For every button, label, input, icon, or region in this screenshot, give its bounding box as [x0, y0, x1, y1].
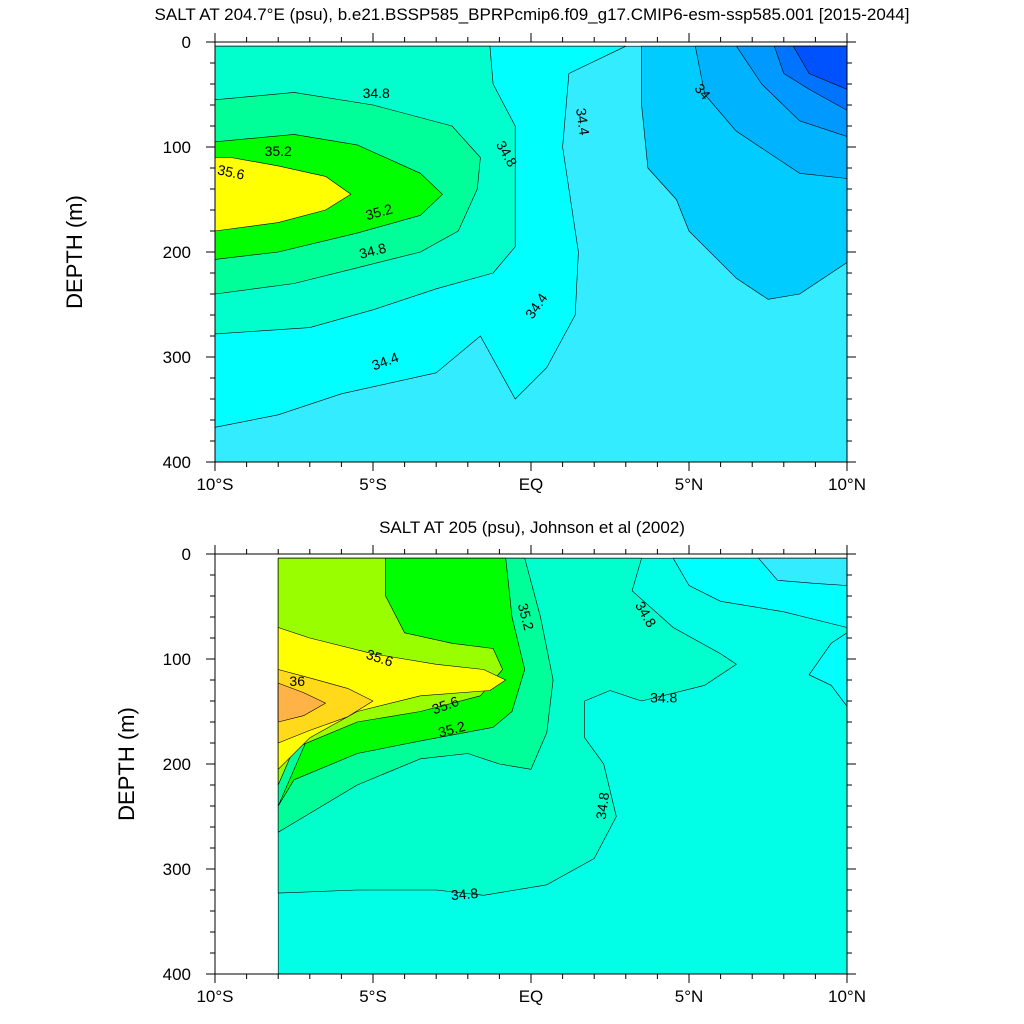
contour-label: 35.2: [364, 201, 395, 224]
contour-label: 34.8: [450, 885, 479, 903]
contour-label: 34.8: [593, 791, 613, 820]
y-tick-label: 100: [163, 650, 191, 669]
contour-plot-area: 34.835.235.635.234.834.834.434.43434.410…: [163, 33, 866, 494]
contour-band-35-7: [277, 627, 507, 770]
contour-band-34-5: [808, 632, 847, 707]
panel-title: SALT AT 204.7°E (psu), b.e21.BSSP585_BPR…: [155, 5, 910, 24]
y-tick-label: 200: [163, 755, 191, 774]
contour-label: 34.8: [363, 85, 390, 101]
y-axis-label: DEPTH (m): [114, 707, 139, 821]
x-tick-label: 10°N: [828, 987, 866, 1006]
y-tick-label: 0: [182, 33, 191, 52]
y-tick-label: 300: [163, 348, 191, 367]
contour-label: 34.4: [573, 107, 593, 136]
x-tick-label: 5°S: [359, 475, 387, 494]
y-tick-label: 400: [163, 965, 191, 984]
contour-label: 34.8: [358, 240, 389, 262]
contour-band-34-3: [758, 557, 847, 586]
contour-label: 35.2: [436, 718, 467, 741]
panel-cesm-model: SALT AT 204.7°E (psu), b.e21.BSSP585_BPR…: [62, 5, 909, 494]
y-tick-label: 100: [163, 138, 191, 157]
contour-label: 35.6: [216, 161, 246, 182]
y-tick-label: 0: [182, 545, 191, 564]
x-tick-label: 10°N: [828, 475, 866, 494]
y-axis-label: DEPTH (m): [62, 195, 87, 309]
y-tick-label: 300: [163, 860, 191, 879]
contour-band-35-9: [277, 669, 374, 744]
contour-label: 36: [289, 673, 305, 689]
x-tick-label: 10°S: [196, 475, 233, 494]
x-tick-label: 5°N: [675, 987, 704, 1006]
y-tick-label: 400: [163, 453, 191, 472]
contour-band-35-7: [215, 157, 352, 232]
contour-band-36-1: [277, 682, 326, 723]
contour-band-33-5: [792, 45, 847, 90]
panel-johnson-observations: SALT AT 205 (psu), Johnson et al (2002) …: [114, 518, 866, 1006]
x-tick-label: EQ: [519, 475, 544, 494]
x-tick-label: 10°S: [196, 987, 233, 1006]
panel-title: SALT AT 205 (psu), Johnson et al (2002): [379, 518, 685, 537]
x-tick-label: 5°N: [675, 475, 704, 494]
contour-label: 34.8: [650, 690, 677, 706]
contour-label: 35.2: [265, 143, 292, 159]
contour-label: 35.2: [515, 601, 538, 632]
x-tick-label: EQ: [519, 987, 544, 1006]
x-tick-label: 5°S: [359, 987, 387, 1006]
y-tick-label: 200: [163, 243, 191, 262]
